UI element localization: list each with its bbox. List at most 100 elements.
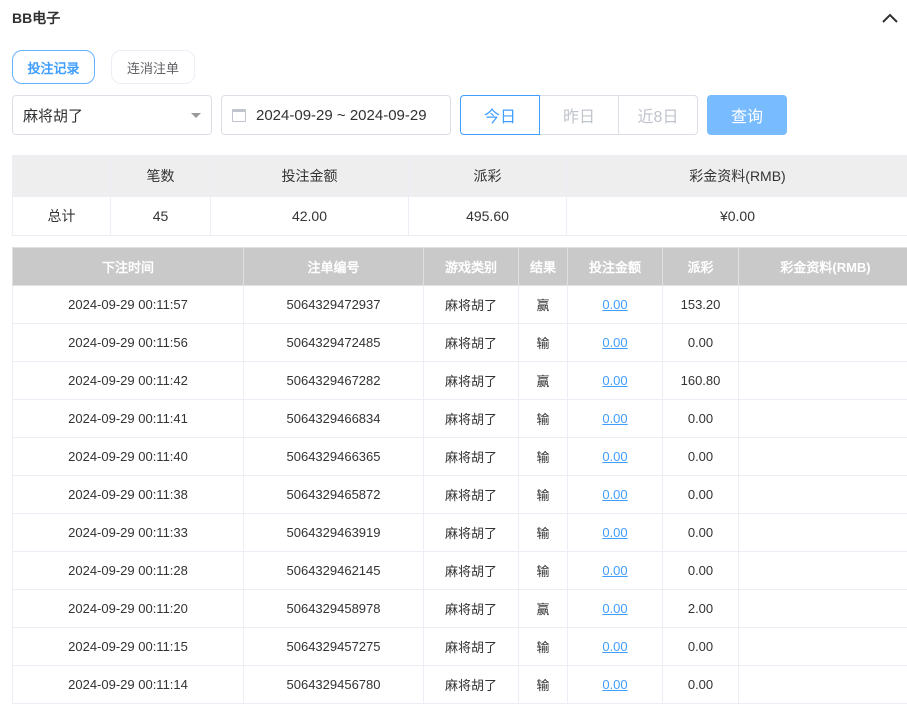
table-cell: 2024-09-29 00:11:38 — [13, 476, 244, 514]
table-cell: 5064329466365 — [244, 438, 424, 476]
table-cell: 2024-09-29 00:11:57 — [13, 286, 244, 324]
caret-down-icon — [191, 113, 201, 118]
table-cell: 输 — [519, 476, 568, 514]
table-cell — [739, 476, 907, 514]
bet-amount-link[interactable]: 0.00 — [602, 373, 627, 388]
bet-amount-link[interactable]: 0.00 — [602, 487, 627, 502]
table-cell: 0.00 — [663, 552, 739, 590]
bet-amount-link[interactable]: 0.00 — [602, 449, 627, 464]
chevron-up-icon[interactable] — [880, 8, 900, 28]
bet-amount-link[interactable]: 0.00 — [602, 297, 627, 312]
table-cell: 0.00 — [663, 476, 739, 514]
table-cell: 0.00 — [663, 324, 739, 362]
table-cell: 2024-09-29 00:11:15 — [13, 628, 244, 666]
table-cell: 0.00 — [663, 400, 739, 438]
table-cell: 麻将胡了 — [424, 476, 519, 514]
table-cell: 0.00 — [568, 552, 663, 590]
table-cell: 赢 — [519, 286, 568, 324]
table-cell: 0.00 — [568, 476, 663, 514]
table-cell: 2024-09-29 00:11:41 — [13, 400, 244, 438]
summary-cell: 495.60 — [409, 197, 567, 236]
table-cell: 输 — [519, 438, 568, 476]
table-cell: 0.00 — [663, 628, 739, 666]
table-cell: 5064329467282 — [244, 362, 424, 400]
column-header: 结果 — [519, 248, 568, 286]
yesterday-button[interactable]: 昨日 — [539, 95, 619, 135]
table-cell: 0.00 — [663, 514, 739, 552]
table-cell: 153.20 — [663, 286, 739, 324]
table-cell: 0.00 — [568, 400, 663, 438]
last-8-days-button[interactable]: 近8日 — [618, 95, 698, 135]
bet-amount-link[interactable]: 0.00 — [602, 335, 627, 350]
table-cell: 输 — [519, 514, 568, 552]
table-cell: 0.00 — [568, 362, 663, 400]
game-select[interactable]: 麻将胡了 — [12, 95, 212, 135]
table-cell — [739, 628, 907, 666]
table-cell: 赢 — [519, 362, 568, 400]
table-cell: 麻将胡了 — [424, 514, 519, 552]
table-cell — [739, 514, 907, 552]
table-cell: 2024-09-29 00:11:40 — [13, 438, 244, 476]
tab-bet-records[interactable]: 投注记录 — [12, 50, 95, 84]
table-cell: 麻将胡了 — [424, 400, 519, 438]
summary-cell: 45 — [111, 197, 211, 236]
table-cell: 赢 — [519, 590, 568, 628]
table-cell: 160.80 — [663, 362, 739, 400]
table-cell: 2024-09-29 00:11:20 — [13, 590, 244, 628]
tab-combo-bets[interactable]: 连消注单 — [111, 50, 195, 84]
today-button[interactable]: 今日 — [460, 95, 540, 135]
table-cell: 5064329457275 — [244, 628, 424, 666]
table-cell — [739, 552, 907, 590]
table-cell: 0.00 — [568, 324, 663, 362]
table-cell: 5064329472485 — [244, 324, 424, 362]
bet-amount-link[interactable]: 0.00 — [602, 563, 627, 578]
column-header: 派彩 — [663, 248, 739, 286]
bet-records-table: 下注时间注单编号游戏类别结果投注金额派彩彩金资料(RMB)2024-09-29 … — [12, 247, 907, 704]
calendar-icon — [232, 109, 246, 122]
table-cell: 0.00 — [568, 286, 663, 324]
column-header: 下注时间 — [13, 248, 244, 286]
table-cell: 5064329458978 — [244, 590, 424, 628]
bet-amount-link[interactable]: 0.00 — [602, 411, 627, 426]
summary-cell: ¥0.00 — [567, 197, 907, 236]
table-cell: 麻将胡了 — [424, 438, 519, 476]
table-cell — [739, 438, 907, 476]
table-cell: 5064329466834 — [244, 400, 424, 438]
table-cell: 2.00 — [663, 590, 739, 628]
table-cell: 2024-09-29 00:11:42 — [13, 362, 244, 400]
table-cell: 0.00 — [568, 628, 663, 666]
table-cell — [739, 324, 907, 362]
bet-amount-link[interactable]: 0.00 — [602, 525, 627, 540]
bet-amount-link[interactable]: 0.00 — [602, 601, 627, 616]
summary-cell: 42.00 — [211, 197, 409, 236]
table-cell: 麻将胡了 — [424, 362, 519, 400]
table-cell: 2024-09-29 00:11:33 — [13, 514, 244, 552]
table-cell: 0.00 — [568, 438, 663, 476]
summary-header: 投注金额 — [211, 156, 409, 197]
bet-amount-link[interactable]: 0.00 — [602, 639, 627, 654]
summary-header — [13, 156, 111, 197]
summary-cell: 总计 — [13, 197, 111, 236]
column-header: 投注金额 — [568, 248, 663, 286]
table-cell: 麻将胡了 — [424, 324, 519, 362]
table-cell: 5064329462145 — [244, 552, 424, 590]
table-cell: 2024-09-29 00:11:56 — [13, 324, 244, 362]
column-header: 游戏类别 — [424, 248, 519, 286]
table-cell: 5064329472937 — [244, 286, 424, 324]
search-button[interactable]: 查询 — [707, 95, 787, 135]
table-cell: 5064329465872 — [244, 476, 424, 514]
table-cell — [739, 362, 907, 400]
table-cell: 5064329463919 — [244, 514, 424, 552]
table-cell: 0.00 — [568, 514, 663, 552]
table-cell: 麻将胡了 — [424, 286, 519, 324]
table-cell: 0.00 — [568, 590, 663, 628]
page-title: BB电子 — [12, 8, 60, 28]
date-range-picker[interactable]: 2024-09-29 ~ 2024-09-29 — [221, 95, 451, 135]
